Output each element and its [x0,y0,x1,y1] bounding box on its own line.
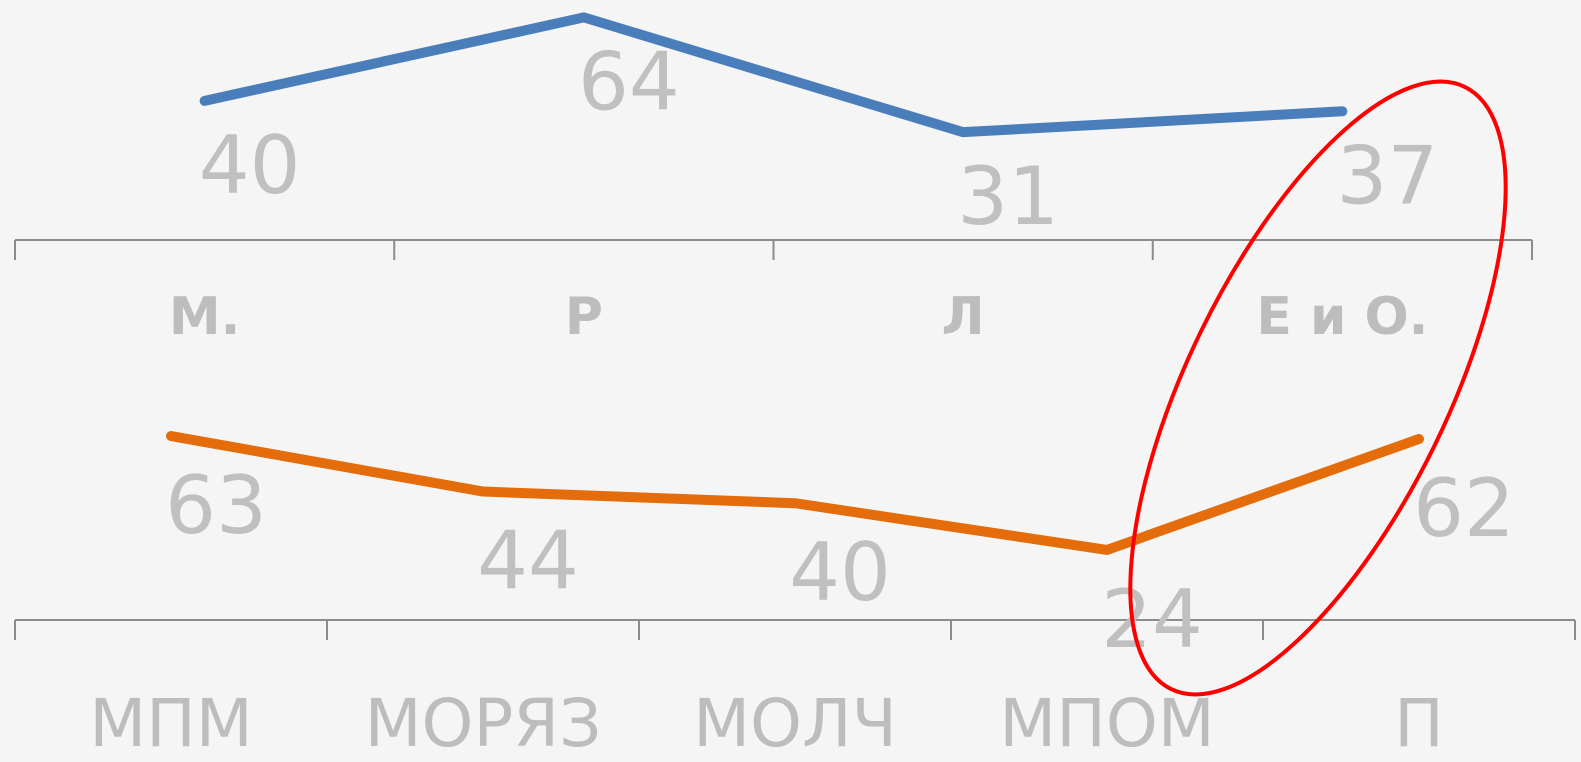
data-label: 64 [578,35,680,128]
data-label: 44 [477,514,579,607]
data-label: 24 [1101,573,1203,666]
x-tick-label: М. [169,287,241,347]
line [199,12,1348,138]
data-label: 63 [165,459,267,552]
x-tick-label: МОЛЧ [693,685,897,762]
x-tick-label: МОРЯЗ [365,685,602,762]
data-label: 31 [957,150,1059,243]
line [166,431,1424,555]
data-label: 37 [1336,129,1438,222]
data-label: 40 [199,119,301,212]
highlight-ellipse [1128,79,1508,697]
data-label: 62 [1413,462,1515,555]
x-tick-label: Е и О. [1256,287,1428,347]
x-tick-label: П [1394,685,1444,762]
charts: М. Р Л Е и О. 40 64 31 37 МПМ МОРЯЗ МОЛЧ МПОМ П 63 44 4… [14,12,1576,762]
x-tick-label: Л [942,287,985,347]
x-tick-label: МПМ [89,685,253,762]
x-tick-label: Р [565,287,603,347]
data-label: 40 [789,526,891,619]
x-tick-label: МПОМ [999,685,1214,762]
